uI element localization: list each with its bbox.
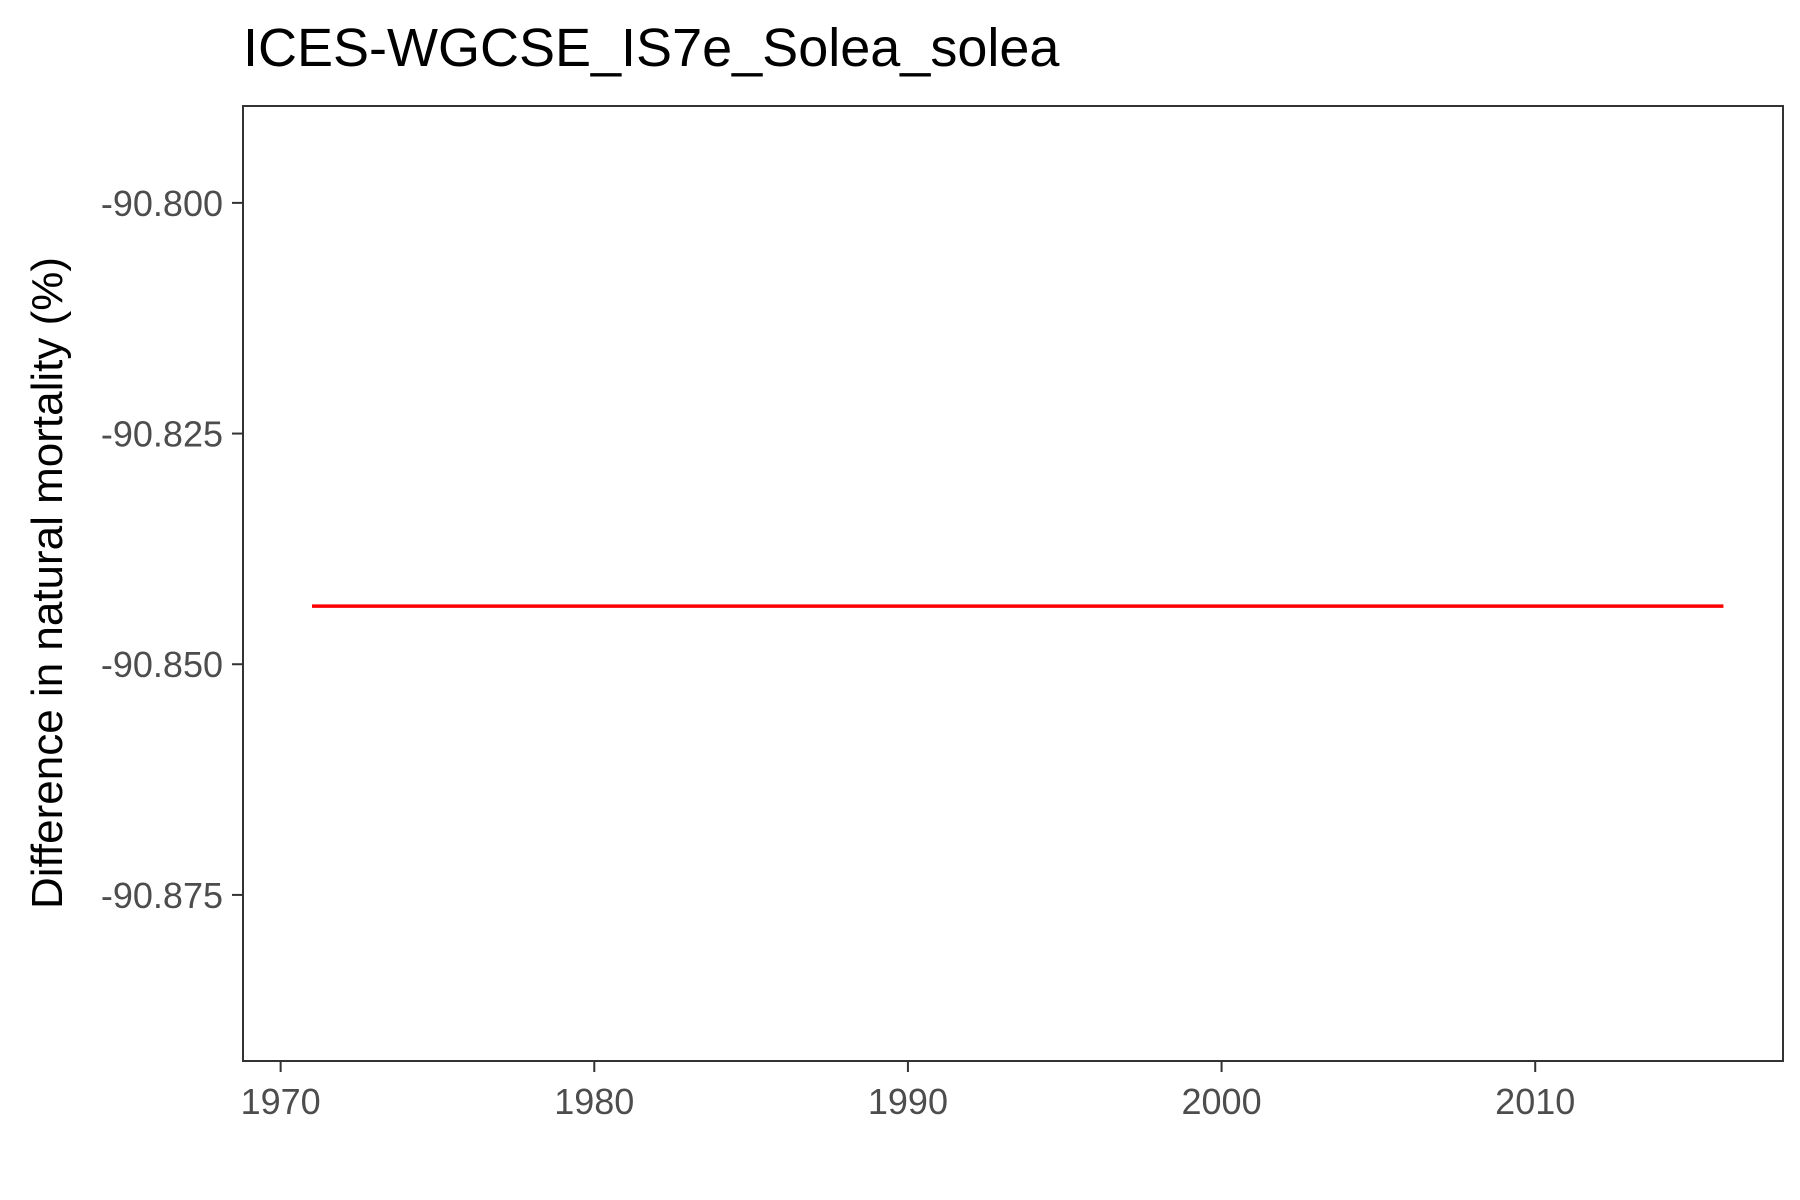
y-tick-label: -90.800 bbox=[101, 183, 223, 224]
x-tick-label: 2010 bbox=[1495, 1081, 1575, 1122]
x-axis-ticks: 1970 1980 1990 2000 2010 bbox=[241, 1061, 1575, 1122]
y-tick-label: -90.850 bbox=[101, 644, 223, 685]
y-tick-label: -90.825 bbox=[101, 414, 223, 455]
chart-title: ICES-WGCSE_IS7e_Solea_solea bbox=[243, 18, 1060, 78]
x-tick-label: 1990 bbox=[868, 1081, 948, 1122]
x-tick-label: 2000 bbox=[1182, 1081, 1262, 1122]
x-tick-label: 1980 bbox=[554, 1081, 634, 1122]
x-tick-label: 1970 bbox=[241, 1081, 321, 1122]
y-axis-ticks: -90.800 -90.825 -90.850 -90.875 bbox=[101, 183, 243, 916]
plot-panel bbox=[242, 105, 1784, 1062]
y-axis-title: Difference in natural mortality (%) bbox=[23, 257, 72, 909]
y-tick-label: -90.875 bbox=[101, 875, 223, 916]
